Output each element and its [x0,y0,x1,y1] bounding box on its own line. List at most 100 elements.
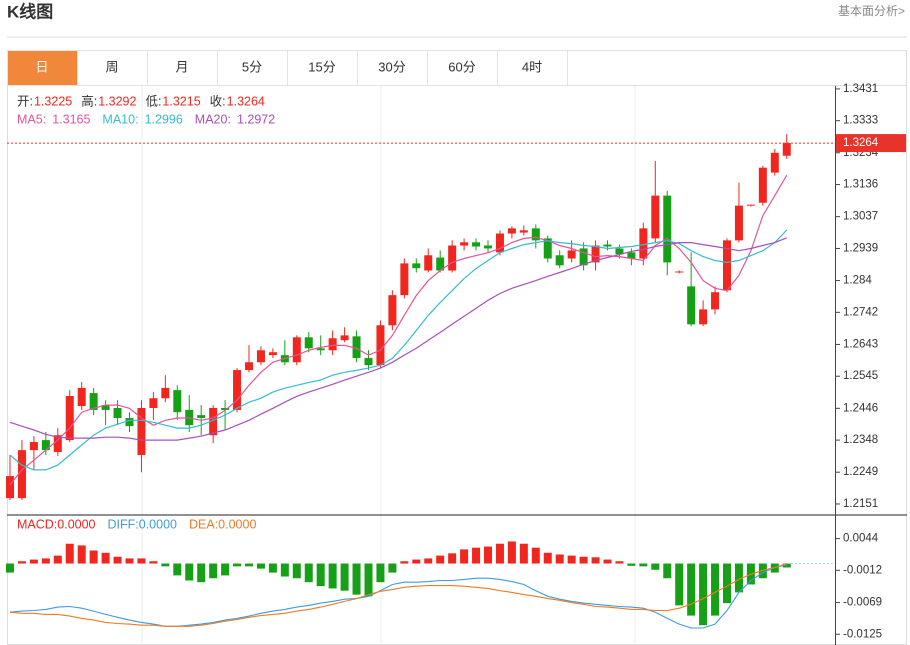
macd-bar [197,563,206,583]
tab[interactable] [287,50,358,86]
tab-label[interactable]: 30分 [378,59,405,74]
macd-bar [687,563,696,616]
candle-body [113,407,122,419]
macd-bar [627,563,636,566]
tab-label[interactable]: 日 [35,59,48,74]
candle-body [101,405,110,410]
candle-body [340,335,349,341]
y-tick-label: 1.3136 [843,179,878,191]
y-tick-label: 1.3431 [843,83,878,95]
ma-legend-name: MA20: [195,112,231,126]
macd-bar [89,550,98,564]
y-tick-label: 1.2643 [843,338,878,350]
candle-body [436,257,445,271]
page-title: K线图 [7,1,53,21]
macd-bar [758,563,767,579]
macd-bar [364,563,373,597]
macd-bar [711,563,720,616]
macd-bar [304,563,313,583]
y-tick-label: 1.2446 [843,402,878,414]
ma-legend-value: 1.3165 [52,112,90,126]
tab[interactable] [147,50,218,86]
candle-body [567,250,576,259]
candle-body [651,195,660,239]
candle-body [687,286,696,325]
info-label: 高: [81,93,97,108]
macd-bar [65,543,74,564]
candle-body [519,230,528,233]
macd-bar [531,547,540,564]
tab[interactable] [497,50,568,86]
candle-body [233,370,242,410]
macd-bar [352,563,361,595]
y-tick-label: -0.0012 [843,564,882,576]
macd-line [9,562,787,627]
candle-body [699,309,708,325]
info-value: 1.3292 [98,94,136,108]
macd-bar [782,563,791,568]
tab[interactable] [7,50,78,86]
candle-body [746,204,755,206]
macd-bar [245,563,253,567]
y-tick-label: 1.2249 [843,466,878,478]
macd-bar [161,563,170,567]
macd-bar [519,543,528,564]
candle-body [197,415,206,419]
candle-body [555,255,564,266]
candle-body [758,167,767,203]
macd-bar [149,561,158,564]
tab-label[interactable]: 15分 [308,59,335,74]
candle-body [209,407,218,436]
candle-body [65,395,74,441]
candle-body [137,407,146,456]
candle-body [161,387,170,399]
tab-label[interactable]: 60分 [448,59,475,74]
macd-bar [209,563,218,579]
macd-bar [292,563,301,579]
tab-label[interactable]: 周 [105,59,118,74]
ma-legend-name: MA5: [17,112,46,126]
ma-legend-value: 1.2996 [145,112,183,126]
tab[interactable] [77,50,148,86]
fundamental-link[interactable]: 基本面分析> [838,4,905,18]
candle-body [603,244,612,247]
macd-bar [543,552,552,564]
y-tick-label: 1.2348 [843,434,878,446]
macd-bar [579,556,588,564]
candle-body [17,450,26,499]
last-price-tag [836,134,906,153]
macd-bar [53,555,62,564]
macd-bar [400,561,409,564]
macd-bar [101,552,110,564]
candle-body [675,271,684,273]
macd-bar [41,558,50,564]
candle-body [591,245,600,263]
macd-legend: DIFF:0.0000 [108,517,178,531]
candle-body [29,442,38,451]
macd-bar [472,547,481,564]
tab-label[interactable]: 5分 [242,59,262,74]
info-label: 收: [210,94,226,108]
macd-bar [137,558,146,564]
macd-bar [221,563,230,576]
macd-bar [615,561,624,564]
candle-body [149,398,158,408]
macd-bar [675,563,684,606]
macd-bar [699,563,708,626]
macd-bar [723,563,731,604]
candle-body [711,292,720,310]
macd-bar [734,563,743,593]
candle-body [292,337,301,363]
candle-body [304,337,313,349]
tab-label[interactable]: 4时 [522,59,542,74]
tab-label[interactable]: 月 [175,59,188,74]
macd-bar [424,558,433,564]
candle-body [352,336,361,359]
candle-body [663,195,672,263]
macd-bar [17,561,26,564]
info-value: 1.3225 [34,94,72,108]
candle-body [173,390,182,413]
macd-bar [460,549,469,564]
candle-body [770,152,779,173]
